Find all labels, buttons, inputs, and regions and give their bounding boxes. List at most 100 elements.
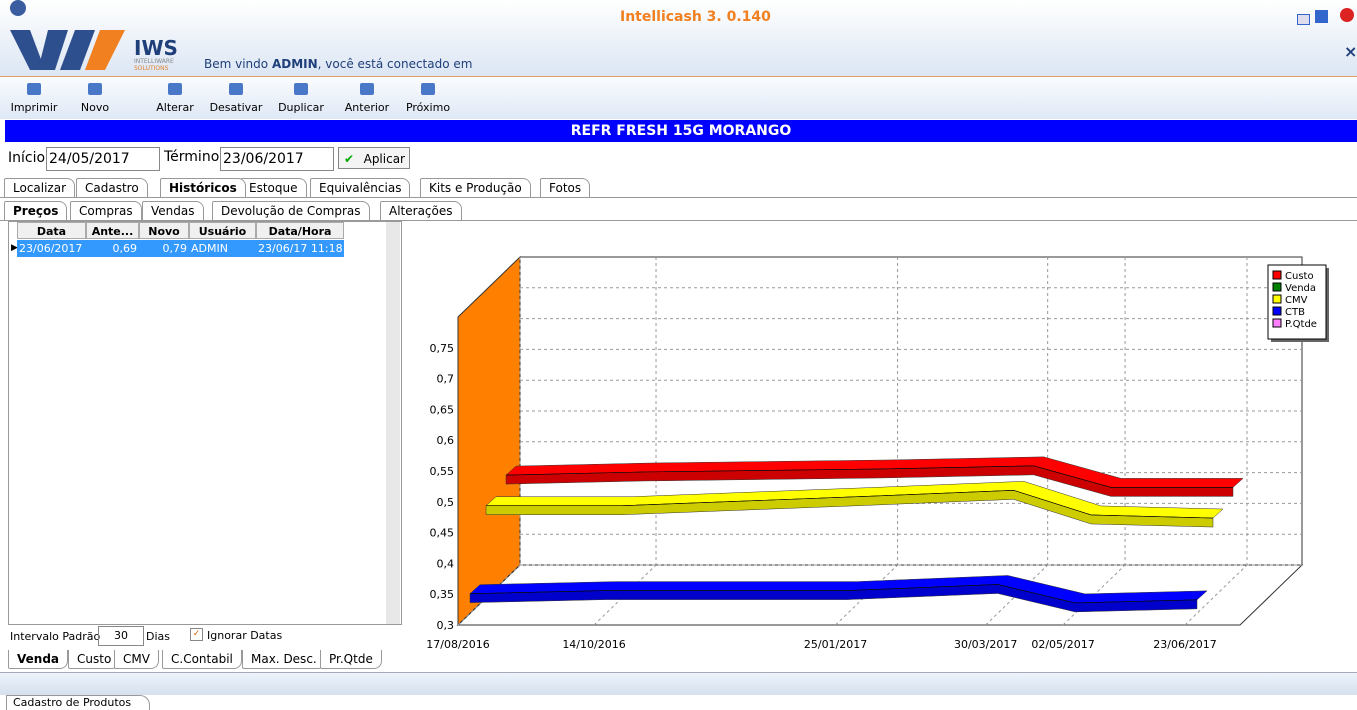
column-header[interactable]: Usuário: [189, 222, 256, 239]
welcome-text: , você está conectado em: [317, 57, 473, 71]
status-tab: Cadastro de Produtos: [6, 695, 151, 710]
y-tick-label: 0,45: [430, 527, 455, 540]
toolbar: Imprimir Novo Alterar Desativar Duplicar Ante…: [0, 77, 1357, 119]
cell[interactable]: 23/06/2017: [17, 240, 86, 257]
column-header[interactable]: Data: [17, 222, 86, 239]
grid-panel: [8, 221, 402, 625]
toolbar-button[interactable]: Próximo: [398, 77, 458, 119]
toolbar-label: Alterar: [156, 101, 194, 114]
apply-button[interactable]: ✔ Aplicar: [338, 147, 410, 169]
close[interactable]: [1340, 8, 1354, 22]
x-tick-label: 14/10/2016: [562, 638, 625, 651]
legend-swatch: [1272, 318, 1282, 328]
ignore-checkbox[interactable]: ✓: [190, 628, 203, 641]
tab[interactable]: Cadastro: [76, 178, 148, 197]
toolbar-button[interactable]: Novo: [70, 77, 120, 119]
bottom-tabs: Venda Custo CMV C.Contabil Max. Desc. Pr.Qtde: [8, 650, 402, 670]
subtab[interactable]: Devolução de Compras: [212, 201, 370, 220]
legend-label: Venda: [1285, 283, 1316, 294]
toolbar-label: Anterior: [344, 101, 390, 114]
subtab-strip: Preços Compras Vendas Devolução de Compras A…: [0, 200, 1357, 221]
subtab[interactable]: Compras: [70, 201, 142, 220]
x-tick-label: 23/06/2017: [1153, 638, 1216, 651]
legend-swatch: [1272, 294, 1282, 304]
legend-swatch: [1272, 282, 1282, 292]
interval-unit: Dias: [146, 630, 170, 643]
toolbar-button[interactable]: Anterior: [338, 77, 396, 119]
end-label: Término: [164, 149, 220, 165]
tab[interactable]: Kits e Produção: [420, 178, 531, 197]
subtab[interactable]: Vendas: [142, 201, 204, 220]
row-indicator: ▶: [11, 243, 17, 253]
toolbar-label: Duplicar: [278, 101, 324, 114]
minimize[interactable]: [1297, 14, 1310, 25]
series-line: [486, 490, 1214, 519]
start-date[interactable]: 24/05/2017: [46, 147, 160, 171]
welcome: Bem vindo ADMIN, você está conectado em: [204, 57, 472, 71]
toolbar-label: Desativar: [209, 101, 263, 114]
side-wall: [457, 255, 521, 627]
tab[interactable]: Históricos: [160, 178, 246, 197]
legend-swatch: [1272, 306, 1282, 316]
interval-label: Intervalo Padrão: [10, 630, 101, 643]
chart: 0,3 0,35 0,4 0,45 0,5 0,55 0,6 0,65 0,7 0,75 17/08…: [426, 255, 1329, 651]
x-tick-label: 02/05/2017: [1031, 638, 1094, 651]
logo-mark: [10, 0, 125, 70]
toolbar-label: Próximo: [405, 101, 451, 114]
x-tick-label: 17/08/2016: [426, 638, 489, 651]
column-header[interactable]: Ante...: [86, 222, 139, 239]
scrollbar[interactable]: [386, 222, 400, 624]
welcome-user: ADMIN: [271, 57, 318, 71]
y-tick-label: 0,4: [437, 557, 455, 570]
logo-line: SOLUTIONS: [134, 65, 169, 72]
ignore-label: Ignorar Datas: [207, 629, 283, 642]
toolbar-button[interactable]: Imprimir: [4, 77, 64, 119]
toolbar-button[interactable]: Duplicar: [268, 77, 334, 119]
legend-label: P.Qtde: [1285, 319, 1317, 330]
tab[interactable]: Fotos: [540, 178, 591, 197]
bottom-tab[interactable]: CMV: [114, 650, 159, 669]
welcome-text: Bem vindo: [204, 57, 269, 71]
cell[interactable]: 0,69: [86, 240, 139, 257]
app-title: Intellicash 3. 0.140: [620, 9, 771, 25]
y-tick-label: 0,5: [437, 496, 455, 509]
bottom-tab[interactable]: Pr.Qtde: [320, 650, 382, 669]
toolbar-label: Novo: [80, 101, 110, 114]
x-tick-label: 25/01/2017: [804, 638, 867, 651]
maximize[interactable]: [1315, 10, 1328, 23]
end-date[interactable]: 23/06/2017: [220, 147, 334, 171]
tab-strip: Localizar Cadastro Históricos Estoque Equiva…: [0, 177, 1357, 198]
logo-line: INTELLIWARE: [134, 58, 174, 65]
column-header[interactable]: Novo: [139, 222, 189, 239]
bottom-tab[interactable]: Venda: [8, 650, 68, 669]
logo-text: IWS: [134, 36, 178, 60]
tab[interactable]: Estoque: [240, 178, 307, 197]
cell[interactable]: 23/06/17 11:18: [256, 240, 344, 257]
series-line: [505, 465, 1233, 488]
x-tick-label: 30/03/2017: [954, 638, 1017, 651]
bottom-tab[interactable]: Custo: [68, 650, 121, 669]
interval-input[interactable]: 30: [98, 626, 144, 646]
product-banner: REFR FRESH 15G MORANGO: [5, 120, 1357, 142]
y-tick-label: 0,6: [437, 434, 455, 447]
bottom-tab[interactable]: C.Contabil: [162, 650, 242, 669]
series-line: [469, 584, 1198, 604]
y-tick-label: 0,65: [430, 403, 455, 416]
legend-label: Custo: [1285, 271, 1314, 282]
cell[interactable]: ADMIN: [189, 240, 256, 257]
cell[interactable]: 0,79: [139, 240, 189, 257]
subtab[interactable]: Preços: [4, 201, 68, 220]
column-header[interactable]: Data/Hora: [256, 222, 344, 239]
toolbar-button[interactable]: Alterar: [150, 77, 200, 119]
apply-text: Aplicar: [363, 152, 405, 166]
y-tick-label: 0,55: [430, 465, 455, 478]
bottom-tab[interactable]: Max. Desc.: [242, 650, 326, 669]
subtab[interactable]: Alterações: [380, 201, 462, 220]
tab[interactable]: Equivalências: [310, 178, 411, 197]
close-tab[interactable]: ×: [1344, 42, 1357, 61]
status-strip: [0, 672, 1357, 695]
legend-label: CTB: [1285, 307, 1305, 318]
toolbar-button[interactable]: Desativar: [205, 77, 267, 119]
tab[interactable]: Localizar: [4, 178, 76, 197]
